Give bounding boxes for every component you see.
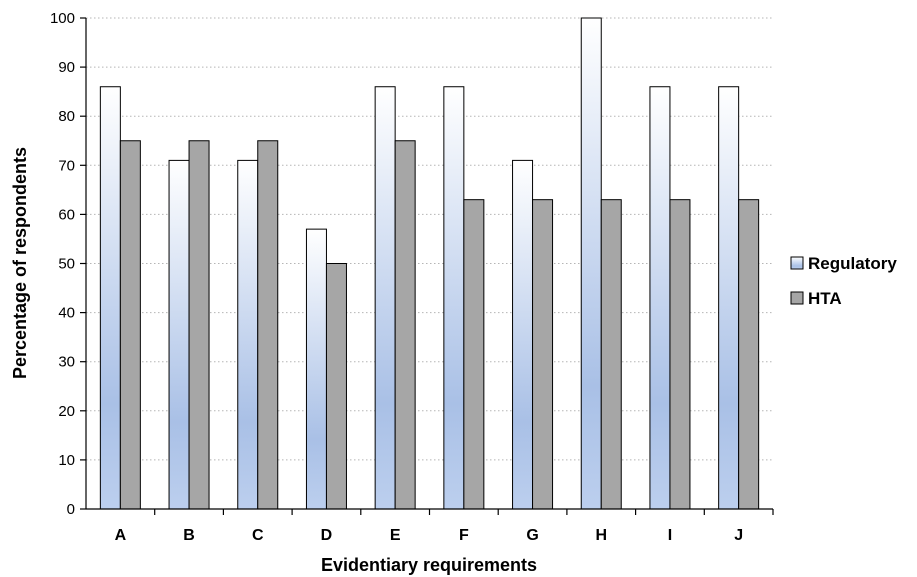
bar-hta-I [669,199,691,510]
bar-hta-B [188,140,210,510]
bar-hta-J [738,199,760,510]
legend: Regulatory HTA [790,254,897,308]
x-tick-label: J [734,527,743,544]
y-tick-labels: 0 10 20 30 40 50 60 70 80 90 100 [50,10,75,518]
y-tick-label: 50 [58,256,75,273]
y-tick-label: 10 [58,452,75,469]
y-tick-label: 20 [58,403,75,420]
bar-hta-F [463,199,485,510]
x-tick-label: F [459,527,469,544]
y-axis-title: Percentage of respondents [10,147,30,379]
bar-hta-G [532,199,554,510]
x-tick-label: A [115,527,127,544]
legend-label-regulatory: Regulatory [808,254,897,273]
x-tick-label: G [526,527,538,544]
bar-hta-H [600,199,622,510]
bar-hta-C [257,140,279,510]
bars [99,17,760,510]
legend-swatch-hta [790,291,804,305]
bar-regulatory-G [512,159,534,510]
y-tick-label: 90 [58,59,75,76]
x-tick-label: I [668,527,672,544]
bar-regulatory-E [374,86,396,510]
legend-label-hta: HTA [808,289,842,308]
bar-regulatory-C [237,159,259,510]
bar-hta-A [119,140,141,510]
axes [80,17,774,515]
x-axis-title: Evidentiary requirements [321,555,537,575]
y-tick-label: 80 [58,108,75,125]
y-tick-label: 100 [50,10,75,27]
bar-regulatory-I [649,86,671,510]
x-tick-label: B [183,527,195,544]
y-tick-label: 40 [58,305,75,322]
bar-regulatory-F [443,86,465,510]
bar-hta-D [325,263,347,510]
x-tick-labels: A B C D E F G H I J [115,527,744,544]
legend-swatch-regulatory [790,256,804,270]
x-tick-label: D [321,527,333,544]
y-tick-label: 30 [58,354,75,371]
y-tick-label: 60 [58,206,75,223]
bar-regulatory-B [168,159,190,510]
x-tick-label: C [252,527,264,544]
x-tick-label: H [595,527,607,544]
x-tick-label: E [390,527,401,544]
bar-regulatory-H [580,17,602,510]
bar-hta-E [394,140,416,510]
y-tick-label: 70 [58,157,75,174]
bar-regulatory-D [305,228,327,510]
y-tick-label: 0 [67,501,75,518]
bar-regulatory-J [718,86,740,510]
bar-regulatory-A [99,86,121,510]
